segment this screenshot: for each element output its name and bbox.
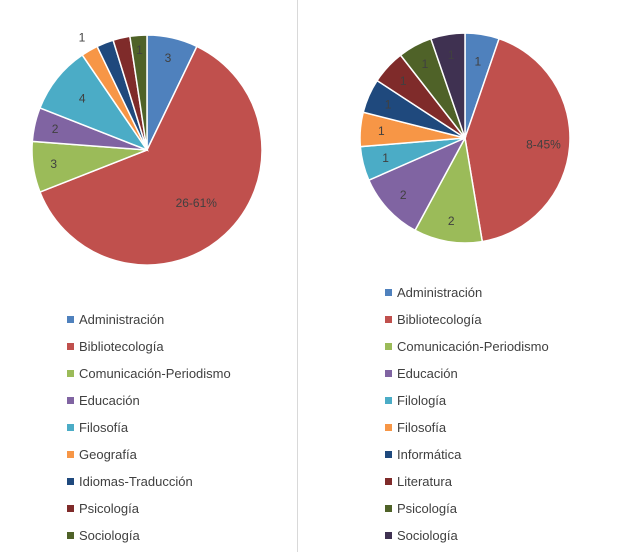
legend-swatch bbox=[67, 316, 74, 323]
legend-swatch bbox=[385, 397, 392, 404]
legend-swatch bbox=[67, 451, 74, 458]
data-label-left-4: 4 bbox=[79, 91, 86, 105]
legend-item: Administración bbox=[67, 306, 231, 333]
data-label-left-2: 3 bbox=[50, 157, 57, 171]
legend-swatch bbox=[385, 532, 392, 539]
data-label-left-3: 2 bbox=[52, 122, 59, 136]
legend-item: Bibliotecología bbox=[67, 333, 231, 360]
pie-slice-right-9 bbox=[429, 32, 466, 139]
data-label-right-8: 1 bbox=[422, 57, 429, 71]
legend-swatch bbox=[385, 478, 392, 485]
legend-swatch bbox=[67, 532, 74, 539]
legend-swatch bbox=[67, 505, 74, 512]
data-label-right-1: 8-45% bbox=[526, 138, 561, 152]
legend-swatch bbox=[385, 343, 392, 350]
legend-item: Informática bbox=[385, 441, 549, 468]
legend-label: Psicología bbox=[79, 501, 139, 516]
legend-label: Administración bbox=[79, 312, 165, 327]
legend-label: Bibliotecología bbox=[79, 339, 164, 354]
legend-item: Bibliotecología bbox=[385, 306, 549, 333]
legend-label: Literatura bbox=[397, 474, 452, 489]
pie-slice-right-2 bbox=[414, 135, 484, 244]
legend-swatch bbox=[67, 343, 74, 350]
legend-label: Educación bbox=[79, 393, 140, 408]
legend-label: Geografía bbox=[79, 447, 137, 462]
chart-divider bbox=[297, 0, 298, 552]
legend-item: Educación bbox=[385, 360, 549, 387]
legend-label: Filología bbox=[397, 393, 447, 408]
data-label-right-5: 1 bbox=[378, 124, 385, 138]
legend-label: Administración bbox=[397, 285, 483, 300]
legend-item: Comunicación-Periodismo bbox=[67, 360, 231, 387]
legend-item: Sociología bbox=[385, 522, 549, 549]
legend-swatch bbox=[67, 478, 74, 485]
legend-item: Psicología bbox=[67, 495, 231, 522]
pie-chart-right: 1 8-45% 2 2 1 1 1 1 1 1 Administración Bibliotecol… bbox=[299, 0, 629, 552]
legend-label: Comunicación-Periodismo bbox=[397, 339, 549, 354]
legend-label: Idiomas-Traducción bbox=[79, 474, 193, 489]
data-label-left-5: 1 bbox=[79, 30, 86, 44]
legend-swatch bbox=[67, 370, 74, 377]
pie-slice-right-3 bbox=[367, 136, 467, 232]
pie-slice-left-1 bbox=[38, 45, 263, 266]
data-label-right-0: 1 bbox=[474, 54, 481, 68]
legend-swatch bbox=[385, 289, 392, 296]
legend-swatch bbox=[385, 451, 392, 458]
legend-item: Filosofía bbox=[67, 414, 231, 441]
legend-label: Informática bbox=[397, 447, 462, 462]
legend-item: Psicología bbox=[385, 495, 549, 522]
legend-label: Filosofía bbox=[397, 420, 447, 435]
data-label-right-7: 1 bbox=[400, 74, 407, 88]
data-label-right-2: 2 bbox=[448, 214, 455, 228]
legend-item: Idiomas-Traducción bbox=[67, 468, 231, 495]
legend-swatch bbox=[385, 505, 392, 512]
legend-item: Filología bbox=[385, 387, 549, 414]
legend-item: Filosofía bbox=[385, 414, 549, 441]
legend-swatch bbox=[385, 316, 392, 323]
legend-label: Sociología bbox=[79, 528, 140, 543]
legend-item: Literatura bbox=[385, 468, 549, 495]
pie-plot-left: 3 26-61% 3 2 4 1 1 bbox=[31, 30, 263, 266]
legend-item: Sociología bbox=[67, 522, 231, 549]
pie-chart-left: 3 26-61% 3 2 4 1 1 Administración Bibliotecolog… bbox=[0, 0, 296, 552]
data-label-left-0: 3 bbox=[165, 51, 172, 65]
legend-item: Comunicación-Periodismo bbox=[385, 333, 549, 360]
data-label-right-4: 1 bbox=[382, 151, 389, 165]
legend-label: Psicología bbox=[397, 501, 457, 516]
legend-item: Geografía bbox=[67, 441, 231, 468]
legend-swatch bbox=[385, 424, 392, 431]
legend-swatch bbox=[67, 397, 74, 404]
legend-left: Administración Bibliotecología Comunicació… bbox=[67, 306, 231, 549]
legend-label: Sociología bbox=[397, 528, 458, 543]
legend-label: Comunicación-Periodismo bbox=[79, 366, 231, 381]
data-label-right-3: 2 bbox=[400, 188, 407, 202]
data-label-right-6: 1 bbox=[385, 97, 392, 111]
data-label-left-1: 26-61% bbox=[176, 196, 218, 210]
legend-label: Bibliotecología bbox=[397, 312, 482, 327]
legend-item: Educación bbox=[67, 387, 231, 414]
legend-label: Educación bbox=[397, 366, 458, 381]
legend-item: Administración bbox=[385, 279, 549, 306]
legend-label: Filosofía bbox=[79, 420, 129, 435]
pie-slice-right-1 bbox=[464, 37, 571, 243]
legend-swatch bbox=[67, 424, 74, 431]
legend-swatch bbox=[385, 370, 392, 377]
pie-slice-left-8 bbox=[129, 34, 148, 151]
legend-right: Administración Bibliotecología Comunicació… bbox=[385, 279, 549, 549]
data-label-right-9: 1 bbox=[448, 48, 455, 62]
data-label-left-8: 1 bbox=[136, 43, 143, 57]
